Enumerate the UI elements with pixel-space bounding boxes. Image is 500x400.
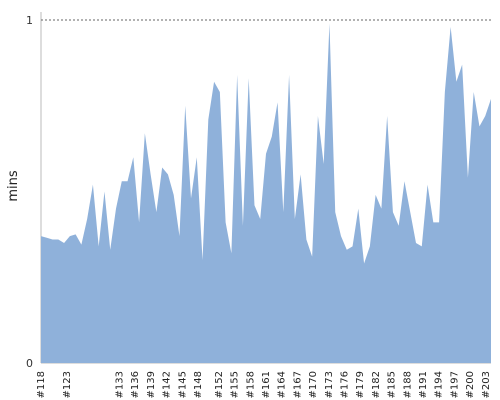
y-tick-label: 0 xyxy=(26,357,33,370)
x-tick-label: #194 xyxy=(434,371,445,398)
x-tick-label: #197 xyxy=(449,371,460,398)
x-tick-label: #191 xyxy=(418,371,429,398)
x-tick-label: #173 xyxy=(324,371,335,398)
y-axis-title: mins xyxy=(6,170,21,202)
x-tick-label: #161 xyxy=(261,371,272,398)
x-tick-label: #200 xyxy=(465,371,476,398)
x-tick-label: #176 xyxy=(339,371,350,398)
y-tick-labels: 01 xyxy=(26,14,33,370)
x-tick-label: #145 xyxy=(177,371,188,398)
x-tick-label: #155 xyxy=(230,371,241,398)
x-tick-label: #139 xyxy=(146,371,157,398)
x-tick-label: #167 xyxy=(292,371,303,398)
x-tick-label: #164 xyxy=(277,371,288,398)
x-tick-label: #203 xyxy=(481,371,492,398)
x-tick-label: #142 xyxy=(162,371,173,398)
x-tick-label: #152 xyxy=(214,371,225,398)
x-tick-label: #182 xyxy=(371,371,382,398)
y-tick-label: 1 xyxy=(26,14,33,27)
x-tick-label: #136 xyxy=(130,371,141,398)
x-tick-label: #158 xyxy=(245,371,256,398)
x-tick-label: #123 xyxy=(62,371,73,398)
x-tick-label: #185 xyxy=(387,371,398,398)
x-tick-label: #133 xyxy=(114,371,125,398)
x-tick-label: #148 xyxy=(193,371,204,398)
plot-area xyxy=(40,12,491,364)
series-area xyxy=(41,23,491,364)
x-tick-labels: #118 #123 #133 #136 #139 #142 #145 #148 #152 #155… xyxy=(36,371,492,398)
x-tick-label: #179 xyxy=(355,371,366,398)
x-tick-label: #118 xyxy=(36,371,47,398)
x-tick-label: #170 xyxy=(308,371,319,398)
x-tick-label: #188 xyxy=(402,371,413,398)
